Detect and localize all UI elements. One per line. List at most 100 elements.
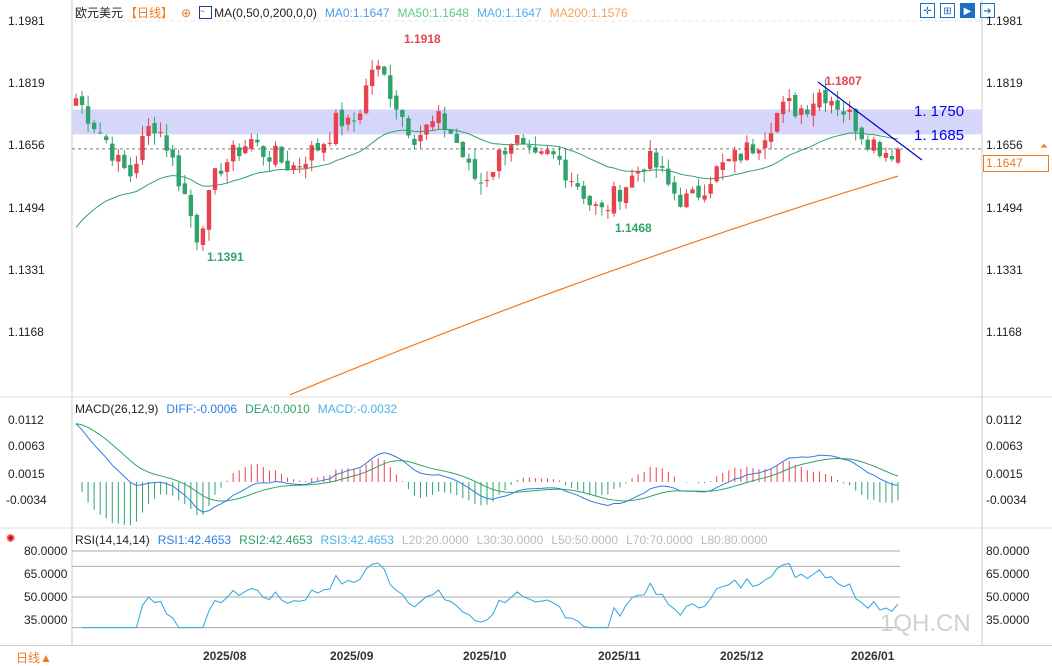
- candle-body: [895, 148, 901, 163]
- settings-circle-icon[interactable]: ⊕: [181, 5, 192, 20]
- price-tick-left: 1.1168: [8, 325, 44, 340]
- candle-body: [351, 120, 357, 122]
- ma-title: MA(0,50,0,200,0,0): [214, 5, 317, 20]
- period-switch[interactable]: 日线▲: [16, 651, 52, 665]
- month-label: 2025/11: [598, 649, 641, 663]
- candle-body: [158, 132, 163, 134]
- play-icon[interactable]: ▶: [960, 3, 975, 18]
- candle-body: [623, 187, 629, 204]
- rsi-tick: 35.0000: [986, 613, 1030, 627]
- candle-body: [756, 149, 762, 154]
- candle-body: [515, 135, 520, 144]
- candle-body: [104, 136, 109, 141]
- candle-body: [110, 143, 115, 161]
- candle-body: [164, 135, 169, 151]
- candle-body: [660, 166, 665, 168]
- candle-body: [97, 132, 103, 134]
- candle-body: [182, 183, 187, 194]
- candle-body: [720, 162, 725, 171]
- candle-body: [357, 113, 363, 121]
- macd-tick: -0.0034: [986, 493, 1027, 507]
- indicator-icon[interactable]: ~: [199, 6, 213, 19]
- candle-body: [587, 196, 592, 206]
- rsi-tick: 65.0000: [986, 567, 1030, 581]
- candle-body: [279, 146, 284, 163]
- candle-body: [79, 96, 85, 106]
- trend-line: [817, 81, 923, 161]
- candle-body: [339, 109, 345, 127]
- candle-body: [672, 182, 677, 194]
- ma200-value: MA200:1.1576: [549, 5, 628, 20]
- ma200-line: [289, 175, 899, 396]
- candle-body: [236, 147, 242, 157]
- candle-body: [502, 150, 508, 155]
- candle-body: [85, 106, 91, 124]
- macd-tick: 0.0112: [986, 413, 1022, 427]
- macd-tick: -0.0034: [6, 493, 47, 507]
- l50: L50:50.0000: [551, 533, 619, 547]
- macd-diff: DIFF:-0.0006: [166, 402, 238, 416]
- exit-icon[interactable]: ➔: [980, 3, 995, 18]
- candle-body: [218, 170, 224, 174]
- price-tick-left: 1.1331: [8, 262, 45, 277]
- candle-body: [116, 155, 121, 162]
- candle-body: [799, 108, 804, 115]
- candle-body: [194, 214, 200, 243]
- crosshair-icon[interactable]: ✛: [920, 3, 935, 18]
- rsi-tick: 80.0000: [986, 544, 1030, 558]
- zone-bottom-label: 1. 1685: [914, 127, 965, 144]
- candle-body: [424, 124, 429, 135]
- zoom-range-icon[interactable]: ⊞: [940, 3, 955, 18]
- candle-body: [345, 117, 351, 125]
- candle-body: [865, 139, 870, 150]
- candle-body: [883, 153, 889, 158]
- rsi-settings-icon[interactable]: ✺: [6, 533, 16, 545]
- candle-body: [678, 194, 683, 207]
- candle-body: [563, 159, 568, 181]
- ma50-value: MA50:1.1648: [397, 5, 469, 20]
- low-label-1: 1.1391: [207, 250, 244, 264]
- price-tick-right: 1.1331: [986, 262, 1023, 277]
- candle-body: [805, 109, 810, 115]
- period-label[interactable]: 【日线】: [125, 6, 174, 20]
- rsi-header: RSI(14,14,14) RSI1:42.4653 RSI2:42.4653 …: [75, 533, 768, 547]
- candle-body: [369, 69, 375, 87]
- candle-body: [436, 111, 441, 124]
- candle-body: [635, 171, 641, 174]
- month-label: 2026/01: [851, 649, 895, 663]
- candle-body: [303, 163, 308, 169]
- candle-body: [152, 122, 157, 134]
- time-axis: 日线▲ 2025/08 2025/09 2025/10 2025/11 2025…: [0, 645, 1052, 665]
- candle-body: [823, 90, 828, 104]
- rsi-line: [82, 562, 899, 629]
- l20: L20:20.0000: [401, 533, 469, 547]
- macd-tick: 0.0063: [8, 439, 45, 453]
- l30: L30:30.0000: [476, 533, 544, 547]
- candle-body: [466, 158, 472, 163]
- candle-body: [877, 142, 883, 157]
- candle-body: [91, 122, 97, 130]
- macd-header: MACD(26,12,9) DIFF:-0.0006 DEA:0.0010 MA…: [75, 402, 397, 416]
- candle-body: [267, 157, 272, 162]
- month-label: 2025/09: [330, 649, 374, 663]
- macd-tick: 0.0063: [986, 439, 1023, 453]
- low-label-2: 1.1468: [615, 221, 652, 235]
- candle-body: [327, 142, 333, 144]
- candle-body: [617, 189, 623, 202]
- price-tick-right: 1.1819: [986, 76, 1023, 91]
- macd-tick: 0.0112: [8, 413, 44, 427]
- candle-body: [768, 133, 774, 142]
- candle-body: [249, 139, 254, 149]
- candle-body: [684, 193, 689, 208]
- candle-body: [811, 103, 816, 116]
- candle-body: [702, 195, 707, 200]
- alert-icon[interactable]: ⏶: [1040, 141, 1048, 152]
- resistance-zone: [72, 109, 982, 135]
- high-label-1: 1.1918: [404, 32, 441, 46]
- ma0b-value: MA0:1.1647: [476, 5, 542, 20]
- candle-body: [297, 166, 302, 168]
- candle-body: [454, 133, 459, 143]
- macd-value: MACD:-0.0032: [317, 402, 398, 416]
